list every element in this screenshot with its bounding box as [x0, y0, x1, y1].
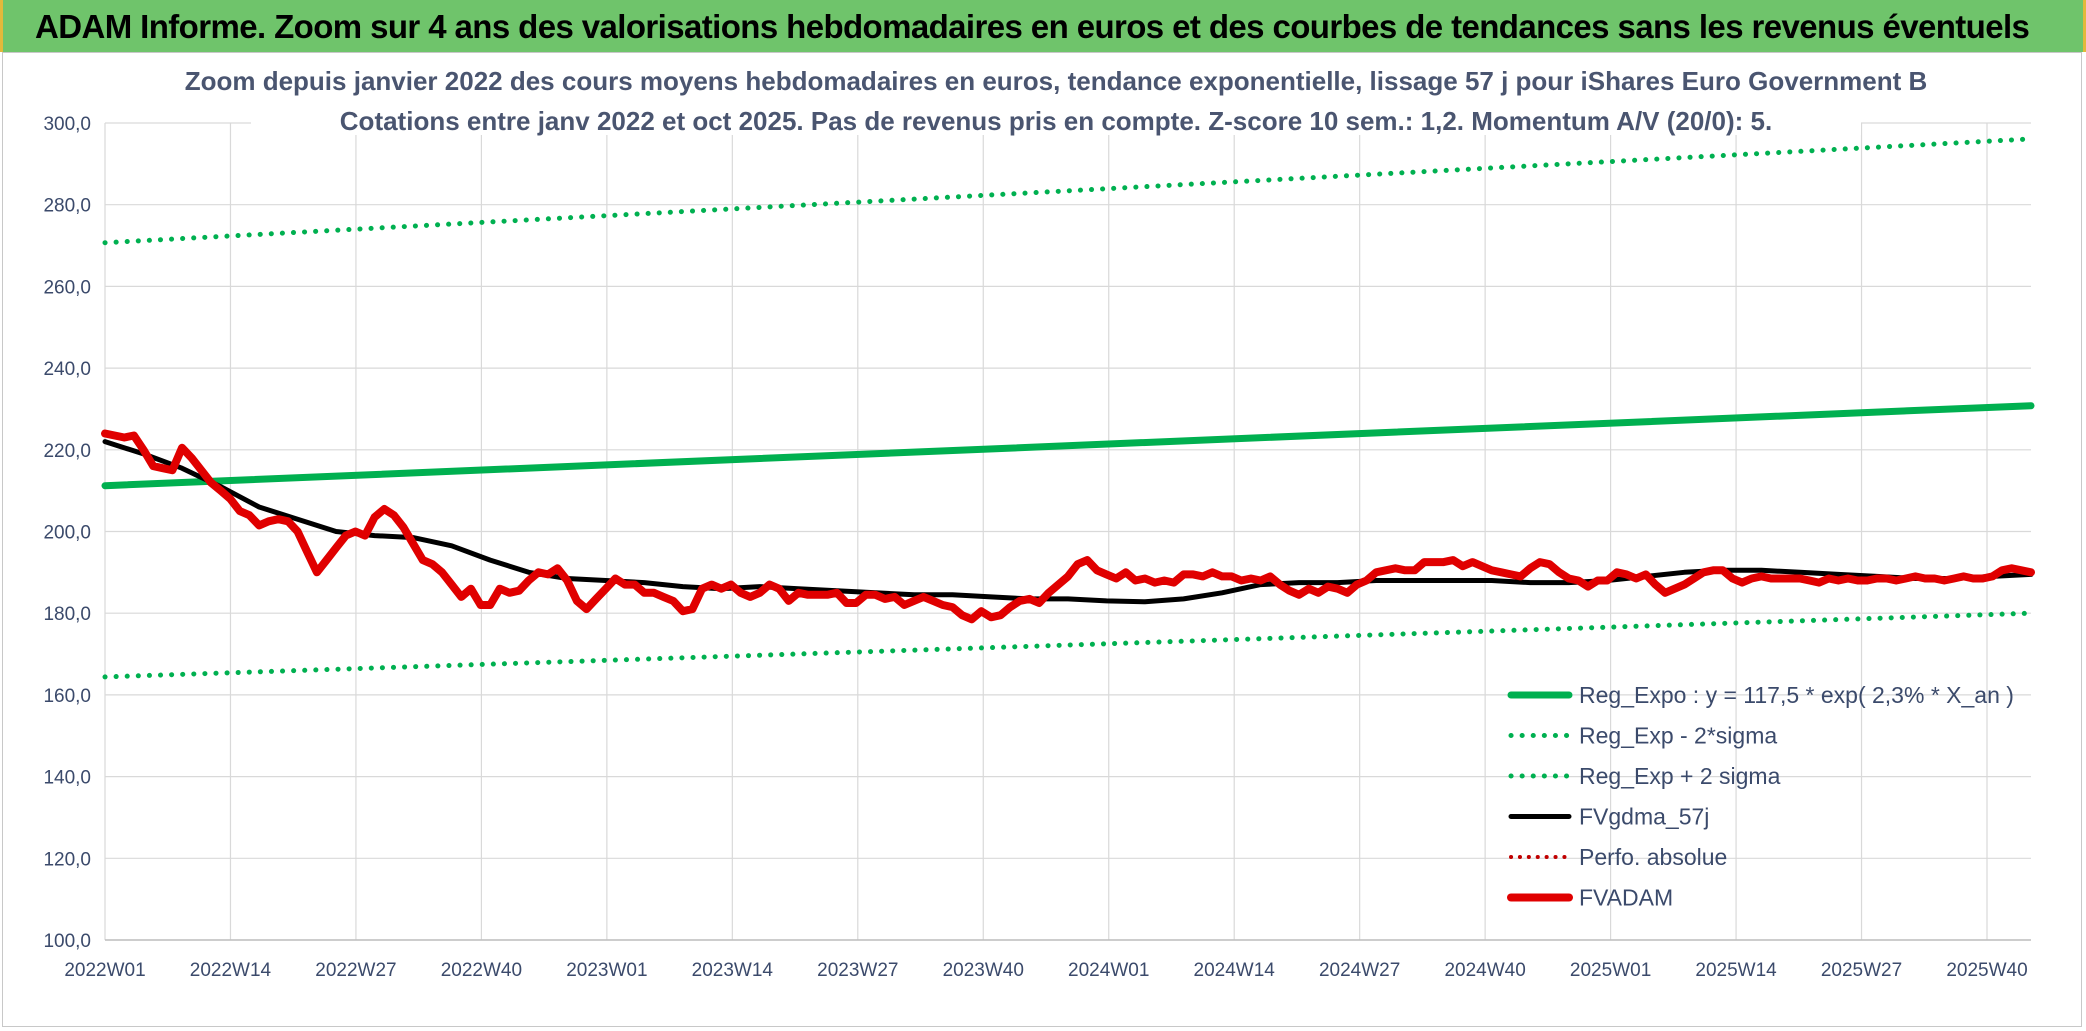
x-tick-label: 2022W40	[441, 960, 522, 981]
y-axis-ticks: 100,0 120,0 140,0 160,0 180,0 200,0 220,0 240,0…	[43, 114, 91, 952]
y-tick-label: 300,0	[43, 114, 91, 135]
chart-title: Zoom depuis janvier 2022 des cours moyen…	[185, 66, 1928, 96]
chart-titles: Zoom depuis janvier 2022 des cours moyen…	[185, 59, 1928, 136]
x-tick-label: 2023W27	[817, 960, 898, 981]
chart-series	[101, 136, 2035, 680]
legend-label: FVgdma_57j	[1579, 804, 1709, 830]
line-chart: 2022W01 2022W14 2022W27 2022W40 2023W01 2023W…	[43, 59, 2035, 981]
legend-label: Reg_Exp - 2*sigma	[1579, 723, 1777, 749]
series-line-1	[102, 610, 2034, 680]
x-tick-label: 2025W01	[1570, 960, 1651, 981]
chart-frame: 2022W01 2022W14 2022W27 2022W40 2023W01 2023W…	[2, 52, 2082, 1027]
title-background	[251, 59, 1861, 135]
y-tick-label: 120,0	[43, 849, 91, 870]
x-tick-label: 2024W27	[1319, 960, 1400, 981]
page-title: ADAM Informe. Zoom sur 4 ans des valoris…	[35, 8, 2030, 45]
chart-legend: Reg_Expo : y = 117,5 * exp( 2,3% * X_an …	[1507, 682, 2014, 911]
y-tick-label: 220,0	[43, 441, 91, 462]
x-tick-label: 2024W40	[1444, 960, 1525, 981]
y-tick-label: 280,0	[43, 196, 91, 217]
legend-label: Perfo. absolue	[1579, 844, 1727, 870]
x-tick-label: 2022W01	[64, 960, 145, 981]
y-tick-label: 100,0	[43, 931, 91, 952]
series-line-5	[101, 429, 2035, 624]
x-tick-label: 2023W14	[692, 960, 774, 981]
x-tick-label: 2025W40	[1946, 960, 2027, 981]
y-tick-label: 200,0	[43, 523, 91, 544]
x-tick-label: 2023W40	[943, 960, 1024, 981]
x-tick-label: 2024W01	[1068, 960, 1149, 981]
legend-label: FVADAM	[1579, 885, 1673, 911]
chart-grid	[104, 122, 2031, 941]
x-axis-ticks: 2022W01 2022W14 2022W27 2022W40 2023W01 2023W…	[64, 960, 2027, 981]
x-tick-label: 2022W27	[315, 960, 396, 981]
x-tick-label: 2025W14	[1695, 960, 1777, 981]
x-tick-label: 2025W27	[1821, 960, 1902, 981]
x-tick-label: 2024W14	[1194, 960, 1276, 981]
legend-label: Reg_Expo : y = 117,5 * exp( 2,3% * X_an …	[1579, 682, 2014, 708]
x-tick-label: 2023W01	[566, 960, 647, 981]
chart-subtitle: Cotations entre janv 2022 et oct 2025. P…	[340, 106, 1772, 136]
series-line-2	[102, 136, 2034, 246]
y-tick-label: 260,0	[43, 277, 91, 298]
x-tick-label: 2022W14	[190, 960, 272, 981]
legend-label: Reg_Exp + 2 sigma	[1579, 763, 1781, 789]
y-tick-label: 240,0	[43, 359, 91, 380]
y-tick-label: 180,0	[43, 604, 91, 625]
header-banner: ADAM Informe. Zoom sur 4 ans des valoris…	[0, 0, 2086, 52]
y-tick-label: 160,0	[43, 686, 91, 707]
series-line-0	[101, 402, 2035, 490]
y-tick-label: 140,0	[43, 768, 91, 789]
